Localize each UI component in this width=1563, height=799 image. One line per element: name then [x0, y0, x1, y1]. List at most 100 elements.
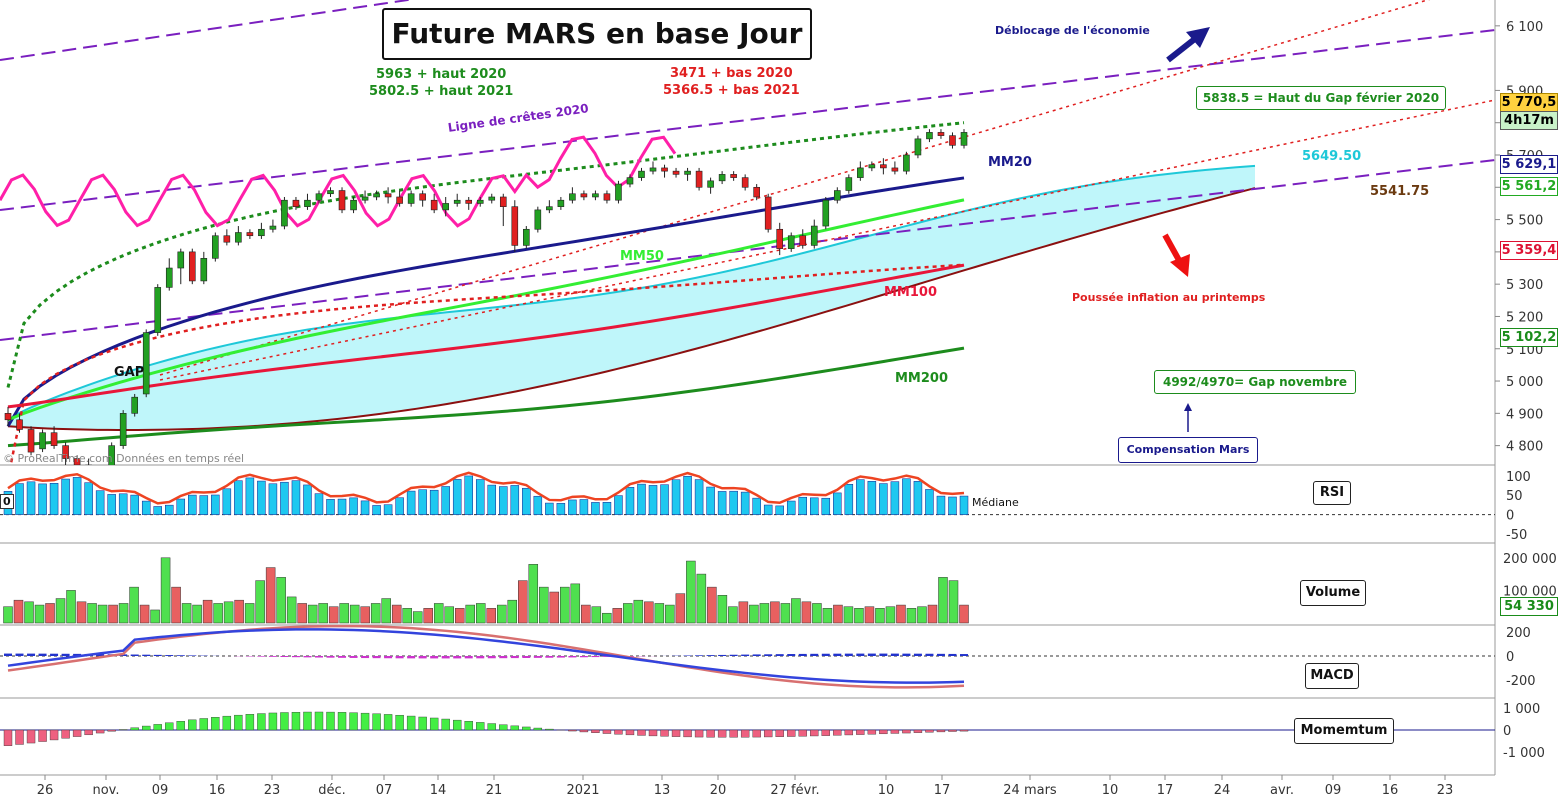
rsi-bar — [510, 485, 520, 515]
panel-label-macd[interactable]: MACD — [1305, 663, 1359, 689]
macd-hist-bar — [856, 653, 865, 656]
rsi-bar — [95, 490, 105, 515]
candle-body — [85, 464, 92, 465]
candle-body — [649, 167, 657, 172]
candle-body — [235, 232, 242, 243]
macd-hist-bar — [545, 656, 554, 658]
rsi-bar — [107, 494, 116, 515]
rsi-plot — [0, 471, 1495, 516]
momentum-bar — [453, 719, 462, 731]
macd-tick-label: 200 — [1506, 626, 1531, 641]
macd-hist-bar — [810, 653, 819, 656]
momentum-tick-label: 0 — [1503, 724, 1511, 739]
price-box-mm50: 5 561,2 — [1500, 177, 1558, 196]
lower-band-line — [9, 263, 965, 465]
candle-body — [419, 193, 426, 201]
macd-hist-bar — [579, 656, 588, 658]
candle-body — [212, 235, 219, 259]
momentum-bar — [602, 729, 612, 734]
mm100-line — [7, 263, 965, 409]
price-box-last: 5 770,5 — [1500, 93, 1558, 112]
momentum-tick-label: -1 000 — [1503, 746, 1545, 761]
rsi-bar — [844, 483, 854, 515]
x-tick-label: 09 — [152, 783, 169, 798]
rsi-bar — [452, 479, 462, 515]
rsi-bar — [821, 497, 831, 515]
x-tick-label: 16 — [1382, 783, 1399, 798]
momentum-bar — [706, 729, 715, 738]
mm50-label: MM50 — [620, 249, 664, 264]
panel-label-volume[interactable]: Volume — [1300, 580, 1366, 606]
macd-hist-bar — [338, 656, 347, 658]
candle-body — [511, 206, 519, 246]
rsi-bar — [26, 481, 36, 515]
candle-body — [718, 174, 726, 182]
rsi-bar — [833, 492, 842, 515]
momentum-bar — [418, 716, 427, 731]
volume-bar — [486, 608, 497, 624]
candle-body — [4, 413, 12, 421]
volume-bar — [549, 591, 560, 624]
candle-body — [499, 196, 507, 207]
candle-body — [903, 154, 910, 172]
rsi-bar — [763, 504, 773, 515]
momentum-bar — [61, 729, 70, 739]
volume-bar — [318, 603, 328, 624]
candle-body — [672, 170, 680, 175]
rsi-bar — [176, 498, 186, 515]
rsi-bar — [360, 500, 370, 515]
y-tick-label: 4 900 — [1506, 407, 1543, 422]
candle-body — [453, 199, 461, 204]
macd-hist-bar — [568, 656, 577, 658]
y-tick-label: 6 100 — [1506, 20, 1543, 35]
momentum-bar — [844, 729, 854, 736]
rsi-bar — [406, 490, 416, 515]
x-tick-label: 14 — [430, 783, 447, 798]
candle-body — [246, 232, 254, 237]
rsi-bar — [786, 500, 796, 515]
candle-body — [131, 396, 138, 414]
momentum-bar — [637, 729, 646, 736]
volume-bar — [150, 609, 160, 624]
volume-bar — [854, 608, 864, 624]
momentum-bar — [326, 711, 335, 731]
rsi-bar — [706, 486, 715, 515]
rsi-tick-label: 100 — [1506, 470, 1531, 485]
macd-hist-bar — [188, 655, 197, 656]
rsi-bar — [118, 493, 128, 515]
volume-bar — [917, 606, 927, 624]
rsi-bar — [671, 479, 681, 515]
x-tick-label: déc. — [318, 783, 346, 798]
momentum-bar — [787, 729, 796, 737]
volume-tick-label: 200 000 — [1503, 552, 1557, 567]
rsi-bar — [211, 494, 220, 515]
candle-body — [730, 174, 737, 178]
candle-body — [857, 167, 864, 178]
x-tick-label: 10 — [878, 783, 895, 798]
momentum-bar — [280, 712, 289, 731]
mm200-line — [7, 346, 965, 448]
volume-bar — [234, 599, 244, 624]
momentum-bar — [142, 725, 151, 731]
momentum-bar — [360, 712, 370, 731]
momentum-bar — [429, 717, 439, 731]
momentum-bar — [625, 729, 635, 736]
rsi-bar — [15, 483, 24, 515]
price-plot — [0, 0, 1495, 465]
red-dotted-line — [159, 99, 1495, 381]
momentum-bar — [902, 729, 911, 734]
volume-bar — [780, 603, 791, 624]
rsi-bar — [475, 479, 485, 515]
x-tick-label: 17 — [1157, 783, 1174, 798]
panel-label-momentum[interactable]: Momemtum — [1294, 718, 1394, 744]
volume-bar — [297, 603, 307, 624]
rsi-bar — [591, 502, 600, 515]
lows-annotation-2: 5366.5 + bas 2021 — [663, 83, 800, 98]
momentum-bar — [775, 729, 784, 737]
momentum-bar — [648, 729, 658, 737]
panel-label-rsi[interactable]: RSI — [1313, 481, 1351, 505]
macd-hist-bar — [314, 656, 323, 658]
momentum-bar — [165, 722, 174, 731]
candle-body — [73, 458, 81, 465]
volume-bar — [875, 608, 885, 624]
